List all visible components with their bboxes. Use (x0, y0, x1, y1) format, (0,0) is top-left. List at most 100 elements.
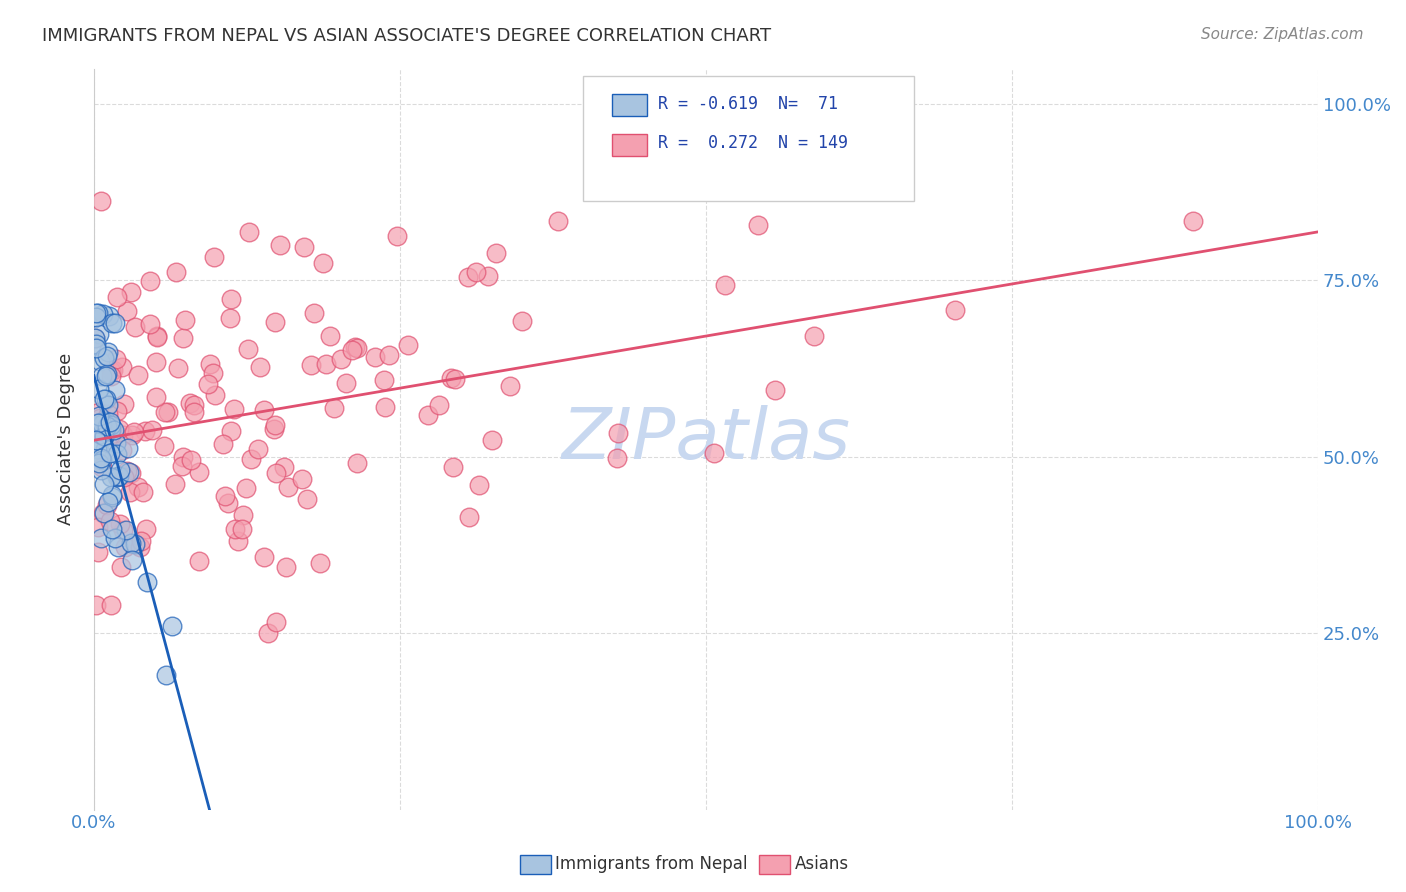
Point (90, 451, 112, 466)
Point (547, 214, 569, 228)
Point (152, 438, 174, 452)
Point (219, 292, 242, 306)
Point (97, 399, 120, 413)
Point (165, 265, 187, 279)
Point (96, 349, 118, 363)
Point (97, 495, 120, 509)
Point (111, 428, 134, 442)
Point (100, 417, 122, 432)
Point (101, 490, 124, 504)
Point (90, 368, 112, 383)
Point (141, 423, 163, 437)
Point (235, 481, 257, 495)
Point (346, 456, 368, 470)
Point (96, 414, 118, 428)
Point (100, 422, 122, 436)
Point (118, 465, 141, 479)
Text: IMMIGRANTS FROM NEPAL VS ASIAN ASSOCIATE'S DEGREE CORRELATION CHART: IMMIGRANTS FROM NEPAL VS ASIAN ASSOCIATE… (42, 27, 772, 45)
Point (226, 533, 249, 548)
Point (100, 598, 122, 612)
Point (231, 523, 253, 537)
Point (93, 506, 115, 520)
Point (166, 361, 188, 376)
Point (96, 498, 118, 512)
Point (198, 357, 221, 371)
Point (344, 340, 367, 354)
Point (183, 398, 205, 412)
Point (120, 285, 142, 300)
Point (84, 599, 107, 613)
Point (277, 481, 299, 495)
Point (100, 427, 122, 442)
Point (202, 251, 225, 265)
Text: R =  0.272  N = 149: R = 0.272 N = 149 (658, 134, 848, 152)
Point (111, 523, 134, 537)
Point (440, 371, 463, 385)
Point (135, 574, 157, 589)
Point (105, 470, 128, 484)
Point (155, 405, 177, 419)
Point (163, 476, 186, 491)
Point (172, 331, 194, 345)
Point (444, 372, 467, 386)
Point (222, 402, 245, 417)
Point (84, 341, 107, 355)
Point (87, 409, 110, 423)
Point (172, 450, 194, 464)
Point (87, 405, 110, 419)
Point (174, 313, 197, 327)
Point (89, 427, 111, 442)
Point (429, 398, 451, 412)
Text: Source: ZipAtlas.com: Source: ZipAtlas.com (1201, 27, 1364, 42)
Point (374, 401, 396, 415)
Point (132, 485, 155, 500)
Point (416, 408, 439, 422)
Point (96, 419, 118, 434)
Point (111, 359, 134, 374)
Point (247, 442, 270, 456)
Point (107, 540, 129, 554)
Point (295, 492, 318, 507)
Point (703, 445, 725, 459)
Point (111, 442, 134, 457)
Point (112, 470, 135, 484)
Point (104, 435, 127, 450)
Point (120, 466, 142, 480)
Point (179, 396, 201, 410)
Point (467, 478, 489, 492)
Point (89, 411, 111, 425)
Point (100, 364, 122, 378)
Point (160, 619, 183, 633)
Point (364, 350, 387, 364)
Point (323, 401, 346, 416)
Point (122, 425, 145, 439)
Point (110, 462, 132, 476)
Point (335, 376, 357, 390)
Point (273, 460, 295, 475)
Point (138, 317, 160, 331)
Point (387, 229, 409, 244)
Point (257, 626, 280, 640)
Text: ZIPatlas: ZIPatlas (561, 405, 851, 474)
Point (232, 508, 254, 522)
Point (91, 452, 114, 467)
Point (104, 531, 127, 545)
Point (84, 331, 107, 345)
Point (330, 352, 353, 367)
Point (346, 341, 368, 355)
Point (107, 469, 129, 483)
Point (104, 383, 127, 397)
Point (803, 329, 825, 343)
Point (90, 460, 112, 475)
Point (457, 270, 479, 285)
Point (146, 329, 169, 343)
Point (91, 307, 114, 321)
Point (108, 422, 131, 436)
Point (84, 337, 107, 351)
Point (93, 477, 115, 491)
Point (224, 522, 246, 536)
Point (84, 310, 107, 324)
Point (219, 425, 242, 439)
Point (97, 407, 120, 421)
Point (93, 351, 115, 366)
